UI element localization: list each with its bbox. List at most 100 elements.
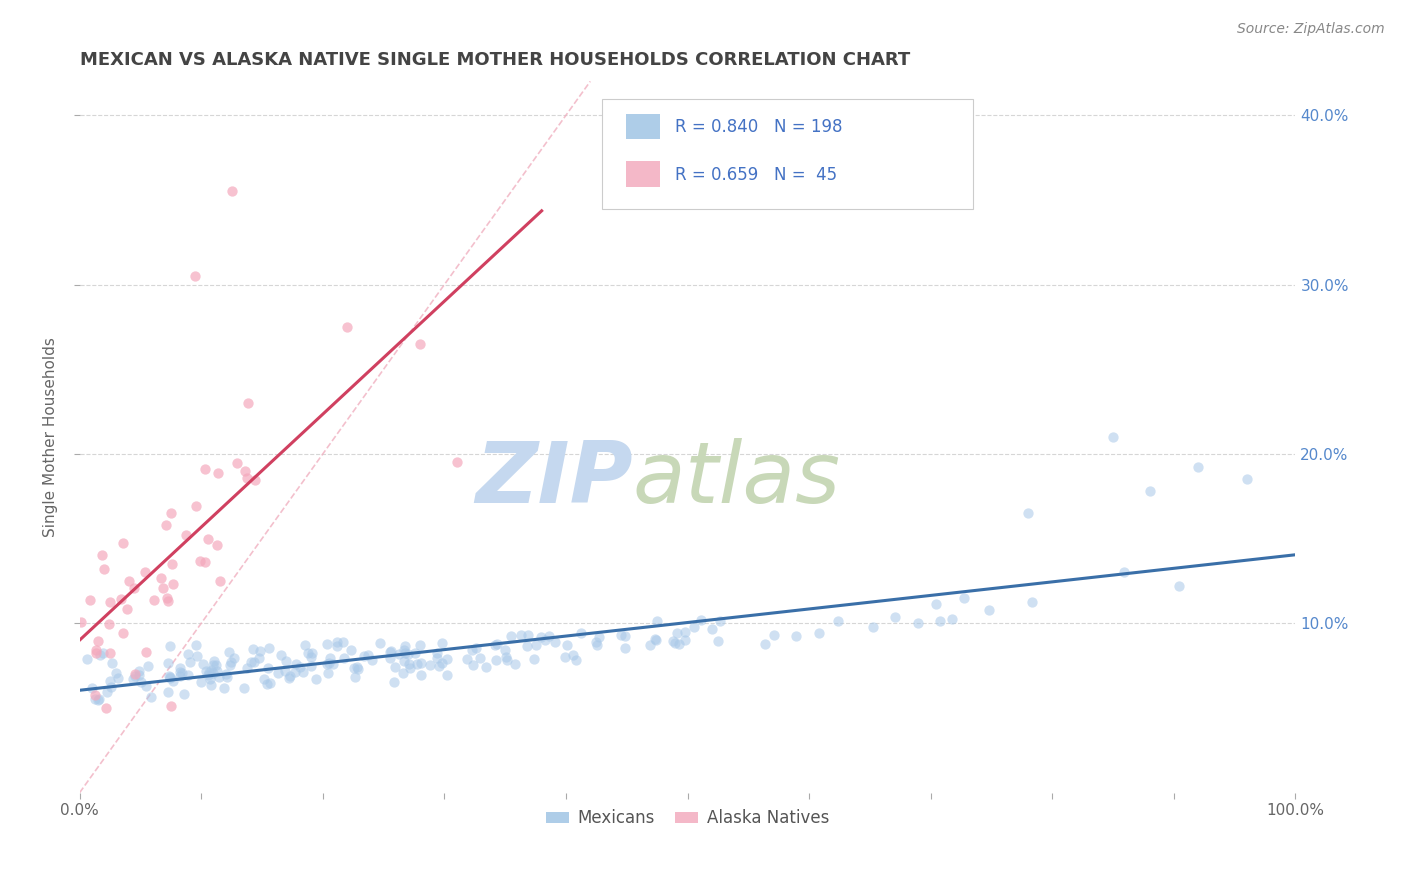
Point <box>200 678 222 692</box>
Point <box>1021 595 1043 609</box>
Point <box>301 646 323 660</box>
Point <box>186 499 208 513</box>
Point <box>554 649 576 664</box>
Point <box>409 336 432 351</box>
Point <box>644 632 666 646</box>
Point <box>117 574 139 588</box>
Point <box>128 665 150 679</box>
Point <box>411 657 433 671</box>
Point <box>700 622 723 636</box>
Point <box>1236 472 1258 486</box>
Point <box>188 554 211 568</box>
Point <box>609 628 631 642</box>
Point <box>291 665 314 679</box>
FancyBboxPatch shape <box>602 99 973 210</box>
Point <box>907 616 929 631</box>
Point <box>361 653 384 667</box>
Point <box>689 613 711 627</box>
Point <box>162 673 184 688</box>
Point <box>278 671 301 685</box>
Point <box>159 671 181 685</box>
Point <box>555 638 578 652</box>
Point <box>614 640 637 655</box>
Point <box>205 538 228 552</box>
Point <box>343 661 366 675</box>
Point <box>336 319 359 334</box>
Point <box>673 625 696 640</box>
Point <box>516 628 538 642</box>
Point <box>112 535 135 549</box>
Point <box>101 656 124 670</box>
Point <box>319 650 342 665</box>
Point <box>201 658 224 673</box>
Point <box>141 690 163 704</box>
Point <box>408 638 430 652</box>
Point <box>411 668 433 682</box>
Point <box>645 633 668 648</box>
Point <box>111 626 134 640</box>
Point <box>404 646 426 660</box>
Point <box>177 667 200 681</box>
Text: MEXICAN VS ALASKA NATIVE SINGLE MOTHER HOUSEHOLDS CORRELATION CHART: MEXICAN VS ALASKA NATIVE SINGLE MOTHER H… <box>80 51 910 69</box>
Point <box>357 648 380 662</box>
Point <box>426 646 449 660</box>
Point <box>202 666 225 681</box>
Point <box>169 665 191 679</box>
Point <box>561 648 583 662</box>
Point <box>378 650 401 665</box>
Point <box>156 591 179 606</box>
Point <box>159 670 181 684</box>
Point <box>150 571 173 585</box>
Point <box>523 652 546 666</box>
Point <box>394 639 416 653</box>
Point <box>346 661 368 675</box>
Point <box>87 692 110 706</box>
Point <box>122 672 145 686</box>
Point <box>396 647 419 661</box>
Point <box>380 644 402 658</box>
Point <box>538 629 561 643</box>
Point <box>884 610 907 624</box>
Point <box>134 565 156 579</box>
Point <box>494 643 516 657</box>
Point <box>70 615 93 629</box>
Point <box>398 657 420 671</box>
Point <box>160 698 183 713</box>
Point <box>243 655 266 669</box>
Point <box>484 638 506 652</box>
Point <box>160 506 183 520</box>
FancyBboxPatch shape <box>626 161 659 186</box>
Point <box>979 603 1001 617</box>
Point <box>465 641 488 656</box>
Point <box>318 656 340 670</box>
Point <box>259 675 281 690</box>
Point <box>270 648 292 663</box>
Point <box>191 657 214 671</box>
Point <box>179 655 201 669</box>
Point <box>1167 579 1189 593</box>
Point <box>485 653 508 667</box>
Point <box>706 634 728 648</box>
Point <box>315 637 337 651</box>
Point <box>249 644 271 658</box>
Point <box>136 658 159 673</box>
Point <box>84 646 107 660</box>
Point <box>174 528 197 542</box>
Point <box>186 648 208 663</box>
Point <box>1102 430 1125 444</box>
Point <box>115 602 138 616</box>
Point <box>233 681 256 695</box>
Point <box>76 652 98 666</box>
Point <box>754 637 776 651</box>
Point <box>353 648 375 663</box>
Text: R = 0.659   N =  45: R = 0.659 N = 45 <box>675 166 838 184</box>
Point <box>325 640 347 654</box>
Point <box>197 668 219 682</box>
Point <box>157 594 180 608</box>
Point <box>668 636 690 650</box>
Point <box>219 655 242 669</box>
Point <box>124 669 146 683</box>
Point <box>941 612 963 626</box>
Point <box>84 691 107 706</box>
Point <box>613 629 636 643</box>
